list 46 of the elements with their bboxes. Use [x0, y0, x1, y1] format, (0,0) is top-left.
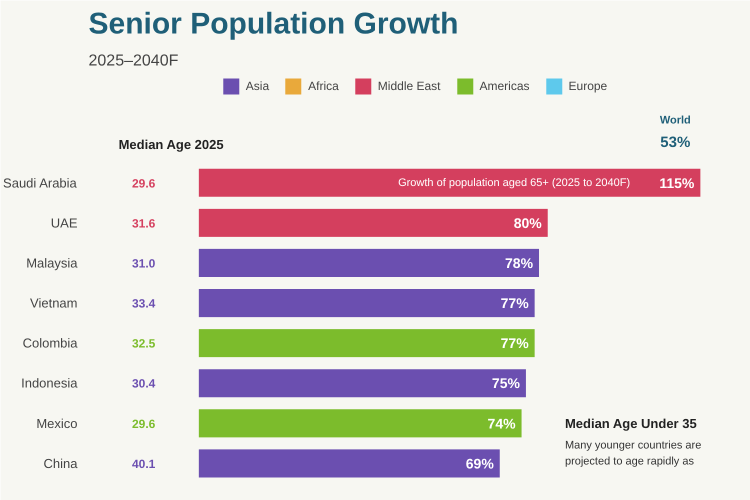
legend-label: Asia [246, 79, 270, 93]
data-label: 77% [500, 295, 530, 312]
legend-label: Europe [568, 79, 608, 93]
y-tick-label: Saudi Arabia [3, 175, 78, 190]
bar [198, 409, 522, 438]
y-tick-label: UAE [50, 215, 78, 230]
y-tick-label: China [44, 456, 78, 471]
y-tick-label: Indonesia [21, 376, 78, 391]
text: 32.5 [132, 336, 156, 351]
data-label: 80% [514, 214, 542, 231]
text: 31.0 [132, 256, 156, 270]
y-tick-label: Mexico [36, 416, 78, 431]
bar [198, 208, 548, 237]
chart-subtitle: 2025–2040F [88, 52, 179, 70]
text: 33.4 [132, 296, 156, 311]
text: World [660, 114, 691, 127]
data-label: 74% [488, 415, 516, 432]
annotation: Median Age Under 35 [564, 416, 697, 431]
text: 29.6 [132, 416, 156, 431]
legend-label: Africa [308, 79, 339, 93]
data-label: 78% [504, 254, 534, 271]
bar [198, 449, 500, 478]
text: Median Age 2025 [118, 137, 224, 152]
text: 53% [660, 134, 690, 152]
text: 30.4 [132, 376, 156, 391]
text: 40.1 [132, 456, 156, 471]
bar [198, 329, 535, 358]
annotation: Many younger countries are [564, 439, 702, 452]
bar [198, 369, 526, 398]
bar [198, 289, 535, 318]
y-tick-label: Malaysia [26, 255, 78, 270]
y-tick-label: Vietnam [30, 296, 78, 311]
bar [198, 248, 540, 277]
legend-label: Middle East [378, 79, 441, 93]
text: 31.6 [132, 216, 156, 230]
data-label: 77% [500, 335, 530, 352]
y-tick-label: Colombia [22, 336, 78, 351]
legend-label: Americas [480, 79, 530, 93]
data-label: 69% [466, 455, 494, 472]
chart-title: Senior Population Growth [88, 8, 458, 40]
text: 29.6 [132, 176, 156, 190]
annotation: Growth of population aged 65+ (2025 to 2040F) [398, 176, 630, 189]
data-label: 75% [492, 375, 520, 392]
data-label: 115% [659, 174, 695, 191]
annotation: projected to age rapidly as [564, 455, 694, 468]
bar [198, 168, 700, 197]
